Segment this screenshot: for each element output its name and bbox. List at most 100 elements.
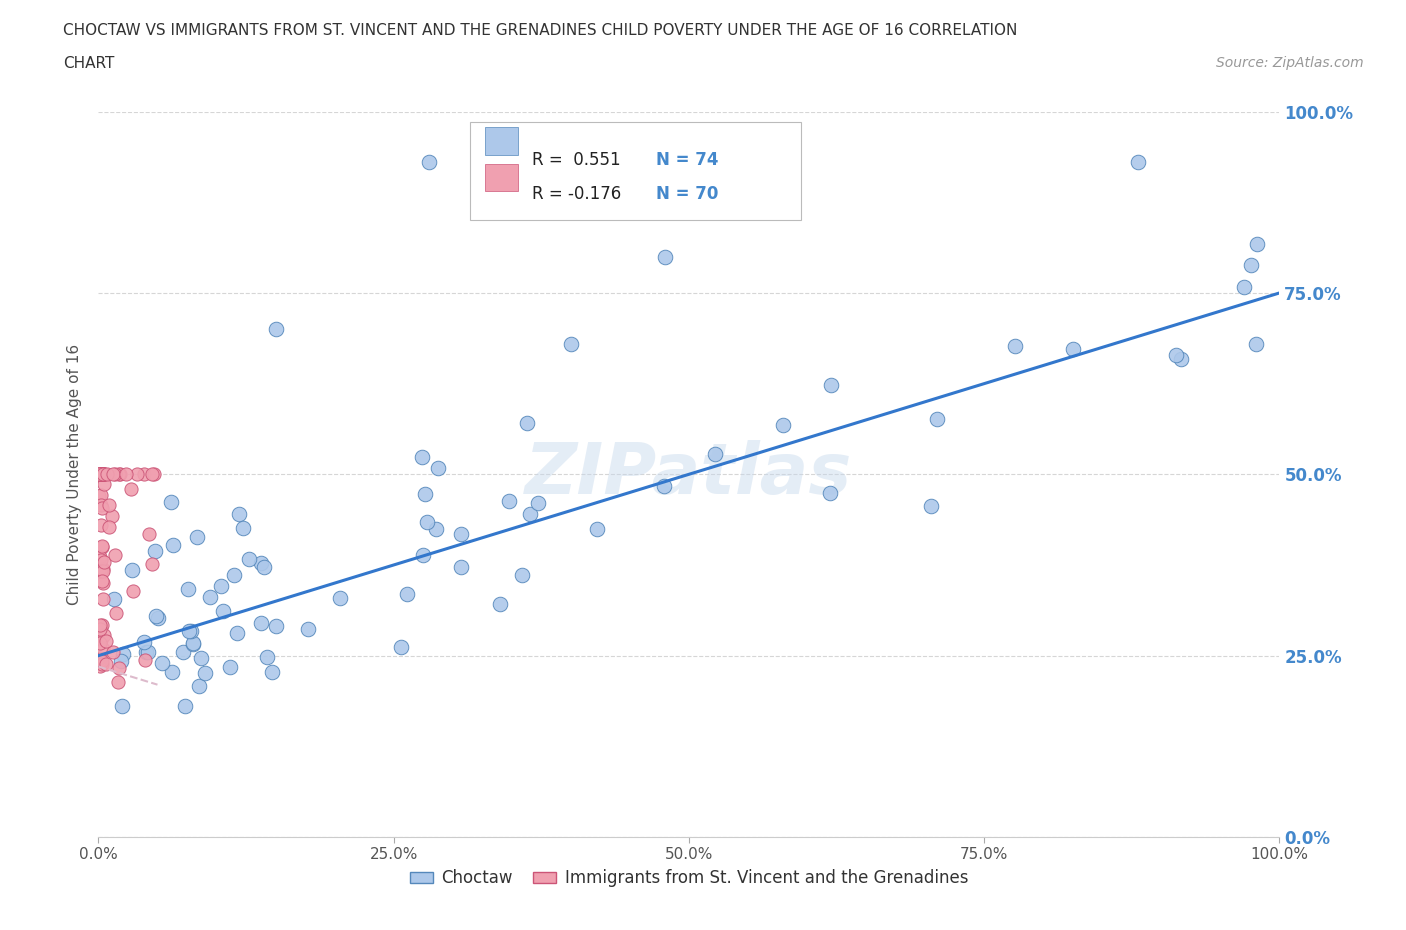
Point — [176, 581, 198, 596]
Point — [264, 618, 287, 633]
Point — [114, 467, 136, 482]
Point — [395, 587, 418, 602]
Point — [450, 560, 472, 575]
Point — [89, 618, 111, 632]
Point — [107, 674, 129, 689]
Text: N = 70: N = 70 — [655, 184, 718, 203]
Point — [91, 641, 114, 656]
Point — [186, 529, 208, 544]
Point — [120, 481, 142, 496]
Point — [181, 636, 204, 651]
Point — [134, 652, 156, 667]
Point — [89, 636, 111, 651]
Point — [256, 650, 278, 665]
Point — [174, 699, 197, 714]
Point — [97, 520, 120, 535]
Point — [105, 605, 128, 620]
Point — [415, 514, 437, 529]
Point — [1233, 280, 1256, 295]
Point — [179, 624, 201, 639]
Point — [411, 449, 433, 464]
Point — [98, 498, 121, 512]
Point — [143, 544, 166, 559]
Point — [159, 495, 181, 510]
Text: R = -0.176: R = -0.176 — [531, 184, 621, 203]
Point — [93, 476, 115, 491]
Point — [91, 564, 114, 578]
Point — [96, 633, 118, 648]
Point — [160, 665, 183, 680]
Text: CHART: CHART — [63, 56, 115, 71]
Point — [111, 646, 134, 661]
Point — [925, 412, 948, 427]
Point — [194, 666, 217, 681]
Point — [412, 548, 434, 563]
Point — [519, 507, 541, 522]
Point — [136, 644, 159, 659]
Point — [1004, 339, 1026, 353]
Point — [1166, 348, 1188, 363]
Text: CHOCTAW VS IMMIGRANTS FROM ST. VINCENT AND THE GRENADINES CHILD POVERTY UNDER TH: CHOCTAW VS IMMIGRANTS FROM ST. VINCENT A… — [63, 23, 1018, 38]
Point — [820, 486, 842, 501]
Point — [104, 467, 127, 482]
Point — [89, 564, 111, 578]
Point — [101, 509, 124, 524]
Point — [211, 604, 233, 618]
Text: R =  0.551: R = 0.551 — [531, 152, 620, 169]
Point — [172, 644, 194, 659]
Point — [91, 654, 114, 669]
Point — [150, 656, 173, 671]
Text: ZIPatlas: ZIPatlas — [526, 440, 852, 509]
Point — [418, 155, 440, 170]
Point — [145, 609, 167, 624]
Point — [425, 522, 447, 537]
Legend: Choctaw, Immigrants from St. Vincent and the Grenadines: Choctaw, Immigrants from St. Vincent and… — [404, 863, 974, 894]
Point — [190, 651, 212, 666]
Point — [90, 487, 112, 502]
Point — [103, 467, 125, 482]
Point — [249, 616, 271, 631]
Point — [253, 559, 276, 574]
Point — [87, 651, 110, 666]
Point — [107, 467, 129, 482]
Point — [188, 678, 211, 693]
FancyBboxPatch shape — [485, 164, 517, 192]
Point — [91, 467, 114, 482]
Point — [249, 556, 271, 571]
Point — [1244, 337, 1267, 352]
Point — [920, 499, 942, 514]
Point — [89, 467, 111, 482]
Point — [654, 479, 676, 494]
Point — [91, 467, 114, 482]
Point — [389, 639, 412, 654]
Point — [138, 526, 160, 541]
Point — [93, 467, 115, 482]
Point — [89, 618, 111, 633]
Point — [89, 622, 111, 637]
Point — [90, 539, 112, 554]
Point — [93, 467, 115, 482]
Point — [264, 322, 287, 337]
Point — [93, 555, 115, 570]
Point — [489, 596, 512, 611]
Point — [91, 467, 114, 482]
Point — [232, 520, 254, 535]
Point — [87, 467, 110, 482]
Point — [585, 522, 607, 537]
Point — [224, 567, 246, 582]
Point — [498, 494, 520, 509]
Point — [1126, 155, 1149, 170]
Point — [427, 461, 450, 476]
Point — [704, 446, 727, 461]
Point — [198, 590, 221, 604]
Point — [91, 500, 114, 515]
Point — [91, 618, 114, 632]
Point — [89, 467, 111, 482]
Point — [91, 467, 114, 482]
Point — [134, 644, 156, 659]
Point — [654, 249, 676, 264]
Point — [180, 624, 202, 639]
Point — [90, 467, 112, 482]
Point — [134, 467, 156, 482]
Point — [89, 658, 111, 673]
